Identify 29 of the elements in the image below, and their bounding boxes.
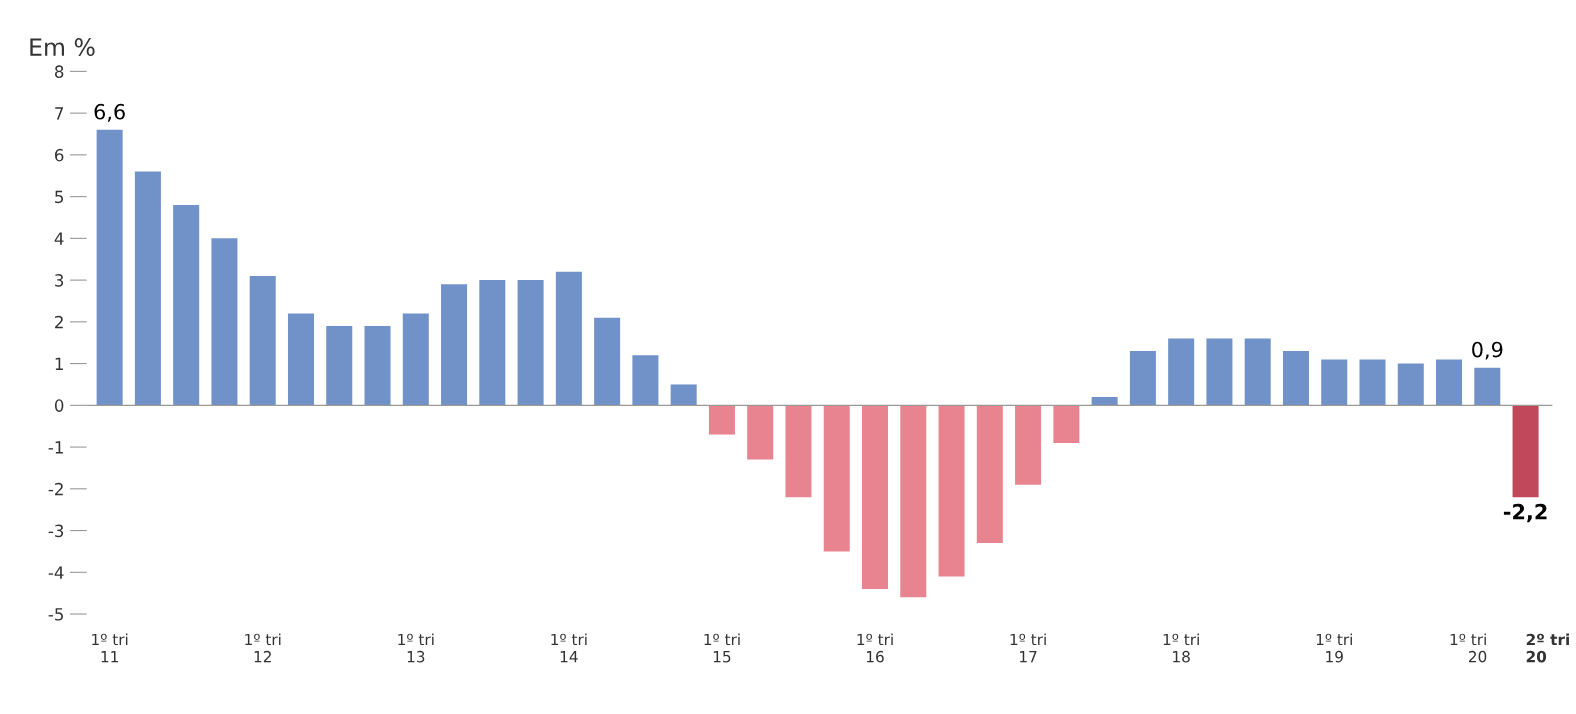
x-tick-label: 1º tri 18	[1163, 633, 1199, 663]
y-tick-label: -4	[48, 566, 64, 579]
x-tick-label: 1º tri 20	[1450, 633, 1487, 663]
y-tick-label: 4	[54, 232, 64, 245]
data-label: 0,9	[1472, 341, 1503, 360]
x-tick-label: 1º tri 17	[1010, 633, 1046, 663]
data-label: 6,6	[94, 103, 125, 122]
x-tick-label: 1º tri 19	[1316, 633, 1352, 663]
data-label: -2,2	[1503, 503, 1547, 523]
y-tick-label: 2	[55, 315, 63, 329]
y-tick-label: -3	[48, 524, 64, 538]
x-tick-label: 1º tri 13	[398, 633, 434, 663]
y-axis-title: Em %	[30, 38, 95, 56]
x-tick-label: 1º tri 12	[245, 633, 281, 663]
y-tick-label: 6	[55, 148, 64, 162]
x-tick-label: 1º tri 11	[92, 633, 128, 663]
y-tick-label: 3	[55, 274, 64, 287]
y-tick-label: -2	[48, 482, 63, 496]
x-tick-label: 1º tri 15	[704, 633, 740, 663]
x-tick-label: 1º tri 14	[551, 633, 587, 663]
x-tick-label: 2º tri 20	[1526, 633, 1569, 663]
y-tick-label: 1	[55, 357, 63, 370]
y-tick-label: 5	[55, 190, 63, 204]
y-tick-label: -5	[48, 608, 63, 621]
y-tick-label: -1	[48, 441, 63, 454]
y-tick-label: 0	[54, 399, 64, 412]
y-tick-label: 7	[55, 107, 64, 120]
y-tick-label: 8	[54, 65, 64, 78]
x-tick-label: 1º tri 16	[857, 633, 893, 663]
